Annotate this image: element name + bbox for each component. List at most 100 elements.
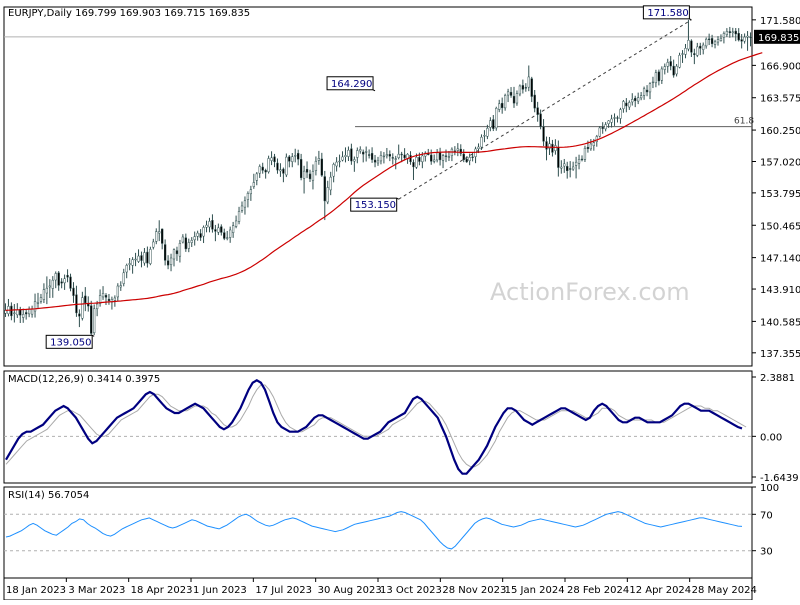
candle [229, 226, 232, 243]
candle-body [397, 153, 400, 158]
candle [288, 155, 291, 168]
price-axis-label: 171.580 [760, 16, 800, 27]
candle [477, 143, 480, 154]
candle [347, 146, 350, 162]
candle-body [557, 147, 560, 168]
candle [533, 89, 536, 113]
candle-body [598, 127, 601, 137]
candle [725, 28, 729, 37]
candle-body [707, 38, 711, 40]
candle-body [492, 119, 495, 129]
candle [326, 180, 329, 205]
candle [498, 99, 501, 113]
price-axis-label: 143.910 [760, 285, 800, 296]
candle-body [25, 312, 28, 315]
candle-body [297, 153, 300, 160]
candle [190, 237, 193, 248]
candle-body [577, 159, 581, 164]
candle-body [39, 297, 43, 302]
candle [211, 214, 214, 233]
rsi-axis-label: 100 [760, 483, 779, 494]
candle-body [36, 302, 40, 304]
candle [252, 173, 255, 189]
candle-body [273, 156, 276, 163]
candle [506, 88, 510, 103]
candle-body [619, 109, 622, 119]
candle-body [631, 99, 634, 103]
candle [273, 153, 276, 168]
candle-body [696, 46, 699, 56]
candle [743, 33, 746, 44]
candle-body [722, 33, 726, 38]
price-annotation-leader [689, 18, 692, 21]
candle-body [660, 68, 663, 81]
candle-body [551, 143, 554, 153]
candle [690, 39, 693, 58]
candle-body [220, 226, 223, 233]
price-axis-label: 163.575 [760, 94, 800, 105]
candle-body [586, 147, 590, 149]
candle-body [515, 93, 519, 104]
candle [746, 31, 749, 51]
candle-body [465, 158, 468, 163]
candle [391, 153, 394, 165]
candle-body [367, 154, 371, 156]
candle-body [285, 156, 288, 176]
candle-body [16, 309, 19, 316]
candle-body [317, 158, 321, 161]
candle-body [234, 220, 238, 227]
candle [577, 154, 581, 170]
candle-body [166, 260, 170, 266]
candle-body [533, 94, 536, 109]
candle-body [90, 305, 93, 334]
candle [560, 160, 563, 174]
candle [166, 255, 170, 270]
candle-body [734, 30, 737, 35]
candle-body [196, 232, 199, 237]
price-annotation: 171.580 [642, 5, 692, 21]
candle [193, 231, 196, 246]
price-annotation-label: 164.290 [331, 79, 372, 90]
candle [634, 95, 637, 108]
candle [299, 153, 303, 181]
candle-body [675, 65, 678, 75]
candle-body [592, 142, 595, 146]
candle [285, 153, 288, 178]
candle-body [305, 169, 309, 173]
candle [512, 86, 516, 108]
current-price-box [754, 29, 800, 44]
candle [524, 83, 527, 92]
candle [217, 223, 220, 236]
candle [710, 34, 714, 48]
candle [376, 156, 380, 166]
candle-body [291, 156, 294, 162]
candle-body [512, 95, 516, 104]
candle-body [237, 211, 241, 222]
candle [571, 161, 575, 171]
candle-body [57, 272, 60, 286]
candle [672, 59, 675, 78]
candle [202, 225, 205, 244]
price-annotation: 164.290 [326, 76, 376, 92]
candle [728, 26, 731, 38]
candle [545, 136, 548, 161]
candle [279, 163, 282, 177]
candles [4, 19, 752, 337]
candle-body [379, 155, 383, 162]
candle [684, 43, 687, 59]
candle-body [681, 53, 684, 55]
candle-body [113, 297, 117, 301]
candle [297, 149, 300, 166]
candle [181, 234, 185, 244]
candle [675, 64, 678, 77]
price-annotation-label: 171.580 [647, 8, 688, 19]
candle [33, 293, 37, 318]
candle [243, 196, 247, 215]
candle-body [33, 301, 37, 312]
candle [255, 172, 258, 186]
candle-body [187, 242, 190, 249]
candle-body [616, 117, 619, 119]
candle-body [311, 171, 315, 181]
candle [196, 230, 199, 241]
price-axis-label: 140.585 [760, 317, 800, 328]
